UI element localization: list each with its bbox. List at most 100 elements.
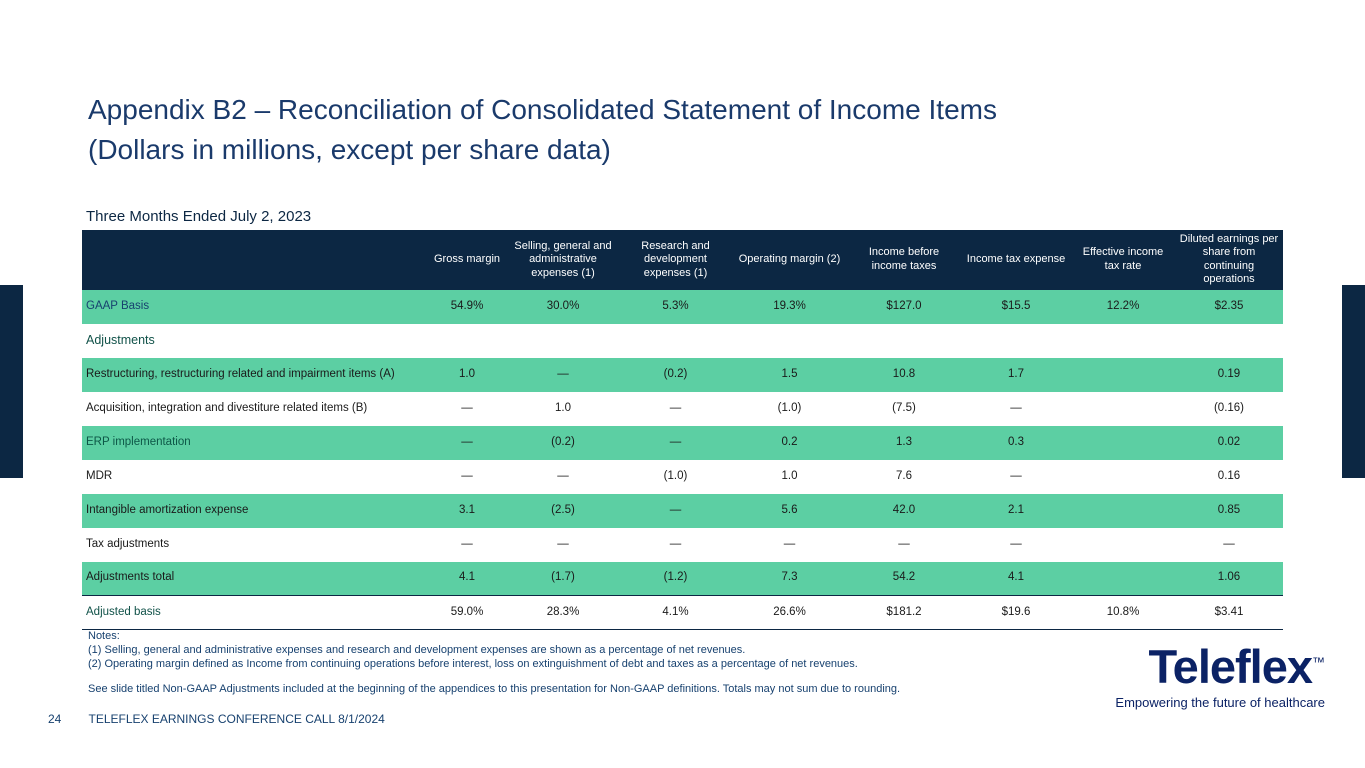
row-label: MDR	[86, 469, 113, 482]
table-cell: $15.5	[961, 289, 1071, 324]
footer-text: TELEFLEX EARNINGS CONFERENCE CALL 8/1/20…	[88, 712, 385, 726]
table-cell	[732, 324, 847, 358]
table-header-row: Gross margin Selling, general and adminis…	[82, 230, 1283, 290]
table-cell: 1.5	[732, 357, 847, 392]
table-cell: (0.16)	[1213, 401, 1245, 414]
notes-block: Notes: (1) Selling, general and administ…	[88, 629, 988, 696]
table-cell: —	[669, 401, 682, 414]
table-cell	[961, 324, 1071, 358]
column-header: Research and development expenses (1)	[619, 230, 732, 290]
right-accent-bar	[1342, 285, 1365, 478]
table-row: Adjusted basis 59.0% 28.3% 4.1% 26.6% $181.2 $…	[82, 595, 1283, 631]
table-cell: —	[619, 493, 732, 528]
notes-disclaimer: See slide titled Non-GAAP Adjustments in…	[88, 683, 901, 696]
table-cell: 12.2%	[1071, 289, 1175, 324]
column-header: Gross margin	[427, 230, 507, 290]
table-cell: 4.1	[961, 561, 1071, 596]
table-cell: —	[1010, 469, 1022, 482]
table-cell: 0.16	[1217, 469, 1241, 482]
row-label: Adjusted basis	[82, 595, 427, 631]
row-label: Intangible amortization expense	[82, 493, 427, 528]
table-cell	[1071, 392, 1175, 426]
table-cell: 19.3%	[732, 289, 847, 324]
table-cell: —	[461, 469, 473, 482]
column-header: Effective income tax rate	[1071, 230, 1175, 290]
table-cell: 4.1%	[619, 595, 732, 631]
table-cell: 1.06	[1175, 561, 1283, 596]
table-cell	[847, 324, 961, 358]
table-cell: 26.6%	[732, 595, 847, 631]
row-label: Adjustments	[86, 333, 155, 348]
table-cell	[1071, 357, 1175, 392]
table-cell	[1071, 324, 1175, 358]
table-row: ERP implementation — (0.2) —0.2 1.3 0.3 0.02	[82, 425, 1283, 460]
column-header: Selling, general and administrative expe…	[507, 230, 619, 290]
left-accent-bar	[0, 285, 23, 478]
reconciliation-table: Gross margin Selling, general and adminis…	[82, 230, 1283, 631]
footer: 24 TELEFLEX EARNINGS CONFERENCE CALL 8/1…	[48, 712, 385, 726]
logo-tagline: Empowering the future of healthcare	[1115, 695, 1325, 710]
table-cell: 4.1	[427, 561, 507, 596]
table-cell	[427, 324, 507, 358]
table-cell: —	[461, 537, 473, 550]
table-cell: —	[783, 537, 796, 550]
table-cell	[619, 324, 732, 358]
table-cell: 1.0	[427, 357, 507, 392]
table-cell: —	[898, 537, 910, 550]
table-header: Gross margin Selling, general and adminis…	[82, 230, 1283, 290]
table-cell: (1.0)	[663, 469, 688, 482]
table-cell: $127.0	[847, 289, 961, 324]
table-cell: $181.2	[847, 595, 961, 631]
table-cell: 10.8	[847, 357, 961, 392]
table-cell: —	[1010, 401, 1022, 414]
table-cell: (2.5)	[507, 493, 619, 528]
table-cell: 30.0%	[507, 289, 619, 324]
table-cell: 1.0	[781, 469, 798, 482]
table-cell	[507, 324, 619, 358]
table-cell: 0.19	[1175, 357, 1283, 392]
table-cell	[1071, 561, 1175, 596]
table-cell: 1.7	[961, 357, 1071, 392]
table-cell: 3.1	[427, 493, 507, 528]
table-cell: 5.6	[732, 493, 847, 528]
table-cell	[1071, 493, 1175, 528]
table-cell: 1.3	[847, 425, 961, 460]
row-label-header	[82, 230, 427, 290]
table-cell: (0.2)	[619, 357, 732, 392]
table-cell	[1071, 528, 1175, 562]
logo-wordmark: Teleflex™	[1115, 643, 1325, 690]
slide-title: Appendix B2 – Reconciliation of Consolid…	[88, 90, 1268, 170]
column-header: Diluted earnings per share from continui…	[1175, 230, 1283, 290]
table-cell: 0.02	[1175, 425, 1283, 460]
table-cell: —	[1223, 537, 1235, 550]
table-cell: (1.7)	[507, 561, 619, 596]
row-label: Acquisition, integration and divestiture…	[86, 401, 368, 414]
note-1: (1) Selling, general and administrative …	[88, 644, 746, 657]
trademark-symbol: ™	[1312, 654, 1325, 670]
table-cell: (0.2)	[507, 425, 619, 460]
table-cell: $19.6	[961, 595, 1071, 631]
table-row: MDR — — (1.0) 1.0 7.6 — 0.16	[82, 460, 1283, 494]
table-cell: 28.3%	[507, 595, 619, 631]
table-row: Intangible amortization expense 3.1 (2.5) —…	[82, 493, 1283, 528]
column-header: Income tax expense	[961, 230, 1071, 290]
table-cell: 2.1	[961, 493, 1071, 528]
page-number: 24	[48, 712, 62, 726]
table-cell: 10.8%	[1071, 595, 1175, 631]
note-2: (2) Operating margin defined as Income f…	[88, 658, 858, 671]
table-cell: —	[557, 537, 569, 550]
table-cell: (7.5)	[892, 401, 916, 414]
table-row: Restructuring, restructuring related and…	[82, 357, 1283, 392]
table-cell: (1.0)	[777, 401, 802, 414]
table-cell: —	[669, 537, 682, 550]
table-cell: 54.2	[847, 561, 961, 596]
table-cell: 5.3%	[619, 289, 732, 324]
notes-heading: Notes:	[88, 630, 120, 642]
table-cell: 7.6	[896, 469, 912, 482]
table-row: Adjustments	[82, 324, 1283, 358]
table-cell: —	[1010, 537, 1022, 550]
table-cell: 7.3	[732, 561, 847, 596]
table-cell: 1.0	[555, 401, 571, 414]
table-cell: 0.2	[732, 425, 847, 460]
table-cell: 0.85	[1175, 493, 1283, 528]
